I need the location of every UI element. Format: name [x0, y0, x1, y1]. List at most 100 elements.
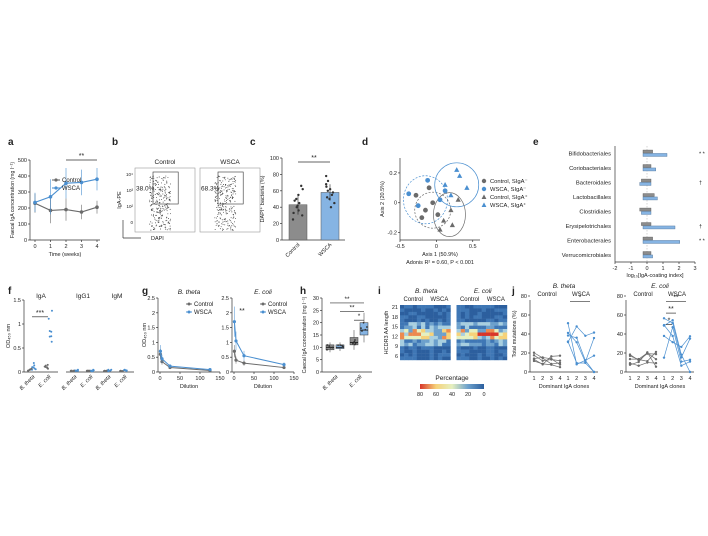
d-point-circle — [425, 177, 431, 183]
b-event-dot — [233, 225, 235, 227]
j-point — [532, 351, 536, 354]
b-event-dot — [167, 213, 169, 215]
i-heat-cell — [408, 332, 413, 337]
g-x-label: Dilution — [180, 384, 198, 390]
b-event-dot — [220, 180, 221, 182]
b-event-dot — [225, 209, 226, 211]
j-point — [541, 363, 544, 366]
b-event-dot — [168, 199, 170, 201]
f-point-wsca — [123, 369, 126, 372]
c-x-tick-label: Control — [285, 242, 302, 259]
b-event-dot — [230, 220, 232, 222]
b-event-dot — [228, 184, 230, 186]
i-heat-cell — [498, 311, 503, 316]
i-heat-cell — [498, 318, 503, 323]
i-heat-cell — [408, 342, 413, 347]
b-event-dot — [217, 225, 219, 227]
i-heat-cell — [460, 315, 466, 319]
g-legend-dot — [261, 302, 265, 306]
b-event-dot — [218, 212, 219, 214]
b-event-dot — [214, 182, 216, 183]
i-heat-cell — [473, 311, 478, 316]
b-event-dot — [222, 185, 223, 187]
i-heat-cell — [469, 349, 474, 354]
i-heat-cell — [481, 342, 487, 347]
i-heat-cell — [416, 346, 422, 350]
j-group-label: WSCA — [572, 292, 590, 298]
i-heat-cell — [485, 308, 491, 313]
b-event-dot — [224, 219, 226, 221]
e-x-tick-label: 2 — [677, 266, 680, 272]
g-series-line — [159, 351, 211, 371]
i-heat-cell — [425, 356, 430, 361]
b-event-dot — [231, 178, 233, 180]
i-heat-cell — [412, 322, 418, 326]
i-heat-cell — [469, 322, 474, 326]
b-event-dot — [155, 201, 157, 203]
j-point — [662, 356, 666, 359]
b-event-dot — [162, 188, 164, 190]
i-heat-cell — [473, 322, 478, 326]
i-heat-cell — [464, 356, 470, 361]
i-heat-cell — [498, 356, 503, 361]
b-event-dot — [159, 205, 160, 207]
panel-letter-i: i — [378, 286, 381, 297]
b-event-dot — [166, 180, 168, 182]
i-heat-cell — [437, 329, 443, 333]
a-y-label: Faecal IgA concentration (mg l⁻¹) — [10, 162, 16, 239]
i-heat-cell — [421, 356, 426, 361]
b-event-dot — [216, 206, 218, 208]
j-series-line — [567, 332, 595, 363]
b-event-dot — [214, 182, 216, 184]
i-heat-cell — [446, 335, 451, 340]
b-event-dot — [150, 209, 152, 211]
i-heat-cell — [490, 349, 495, 354]
b-event-dot — [229, 185, 231, 187]
g-point — [208, 368, 212, 372]
b-event-dot — [149, 184, 151, 186]
b-event-dot — [228, 200, 230, 202]
j-group-label: Control — [537, 292, 556, 298]
j-point — [671, 340, 674, 344]
i-heat-cell — [437, 308, 443, 313]
j-x-tick-label: 2 — [541, 376, 544, 382]
g-legend-label: WSCA — [268, 310, 286, 316]
b-event-dot — [218, 224, 220, 226]
i-heat-cell — [464, 339, 470, 344]
b-event-dot — [155, 219, 157, 221]
i-heat-cell — [433, 322, 439, 326]
i-heat-cell — [477, 329, 482, 333]
i-panel-title: E. coli — [474, 288, 492, 295]
e-box-wsca — [642, 240, 680, 244]
b-event-dot — [164, 196, 166, 198]
b-event-dot — [170, 213, 171, 215]
i-heat-cell — [442, 335, 447, 340]
e-category-label: Bifidobacteriales — [568, 151, 611, 157]
i-heat-cell — [421, 342, 426, 347]
b-event-dot — [162, 180, 164, 181]
i-heat-cell — [469, 346, 474, 350]
h-sig-label: ** — [349, 305, 355, 312]
i-heat-cell — [404, 305, 409, 309]
f-point-wsca — [50, 330, 53, 333]
i-heat-cell — [460, 346, 466, 350]
i-heat-cell — [408, 318, 413, 323]
b-event-dot — [165, 224, 166, 226]
b-event-dot — [161, 199, 163, 201]
e-category-label: Enterobacterales — [567, 238, 611, 244]
i-heat-cell — [502, 305, 508, 309]
i-heat-cell — [412, 329, 418, 333]
i-heat-cell — [502, 311, 508, 316]
j-point — [532, 354, 536, 357]
b-event-dot — [169, 229, 171, 231]
i-heat-cell — [477, 335, 482, 340]
i-heat-cell — [456, 305, 461, 309]
c-point — [297, 209, 300, 212]
j-point — [628, 361, 632, 365]
a-x-tick-label: 1 — [49, 244, 52, 250]
c-point — [296, 204, 299, 207]
b-event-dot — [226, 198, 228, 199]
b-event-dot — [161, 178, 163, 180]
i-heat-cell — [460, 308, 466, 313]
i-heat-cell — [481, 311, 487, 316]
